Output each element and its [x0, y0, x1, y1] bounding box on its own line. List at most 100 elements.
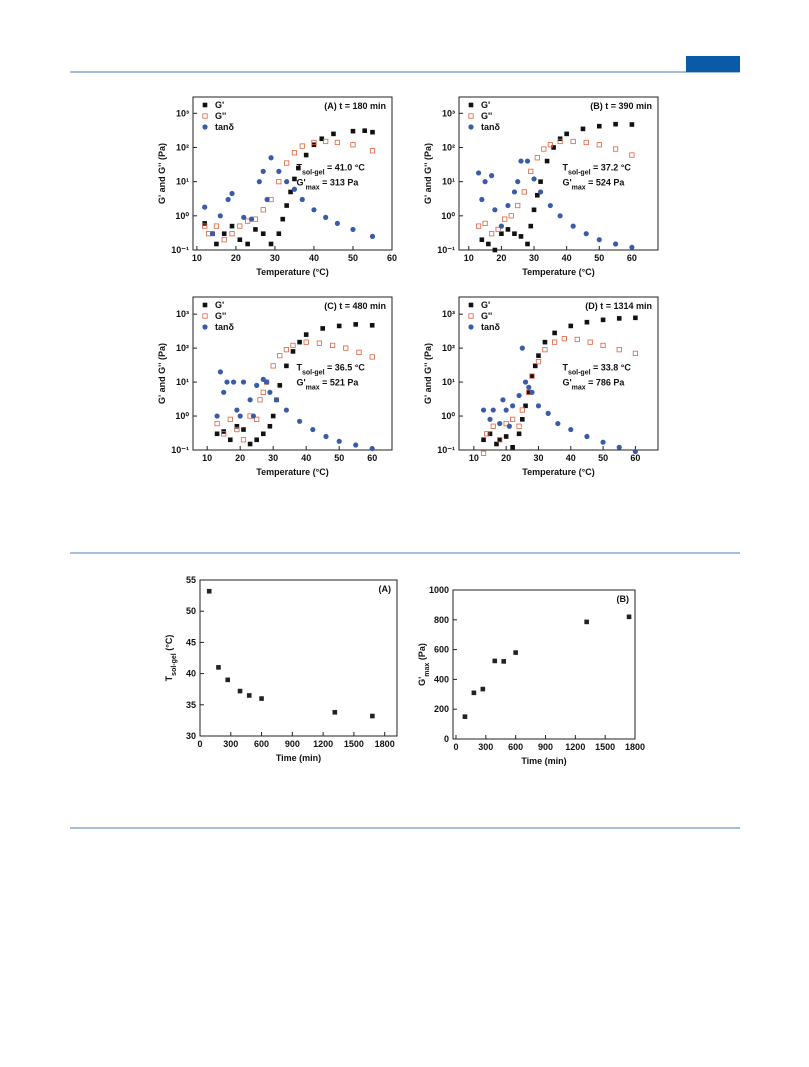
- data-point: [481, 437, 486, 443]
- legend-marker: [468, 102, 474, 108]
- data-point: [316, 340, 322, 346]
- data-point: [518, 234, 524, 239]
- rich-label: Tsol-gel = 37.2 °C: [562, 162, 631, 176]
- data-point: [462, 714, 468, 719]
- rich-label: Tsol-gel = 36.5 °C: [296, 362, 365, 376]
- data-point: [487, 416, 493, 422]
- legend-label: tanδ: [215, 122, 235, 132]
- data-point: [229, 231, 235, 237]
- data-point: [221, 231, 227, 236]
- data-point: [343, 345, 349, 351]
- data-point: [311, 139, 317, 146]
- data-point: [202, 221, 208, 226]
- label-rest: = 313 Pa: [320, 177, 360, 187]
- data-point: [214, 420, 220, 427]
- label-sub: sol-gel: [568, 169, 591, 176]
- plot-frame: [192, 296, 393, 451]
- data-point: [329, 342, 336, 349]
- data-point: [276, 168, 282, 174]
- data-point: [475, 223, 482, 229]
- data-point: [254, 382, 260, 388]
- x-tick-label: 900: [285, 739, 300, 749]
- legend-label: G': [481, 300, 490, 310]
- rich-label: G'max = 786 Pa: [562, 377, 625, 391]
- data-point: [587, 339, 593, 345]
- y-tick-label: 55: [186, 575, 196, 585]
- x-tick-label: 50: [334, 453, 344, 463]
- x-tick-label: 300: [478, 742, 493, 752]
- data-point: [524, 158, 531, 164]
- data-point: [534, 192, 540, 198]
- data-point: [537, 189, 544, 195]
- plot-frame: [199, 579, 398, 737]
- header-tab: [686, 56, 740, 72]
- label-sub: max: [424, 663, 431, 677]
- data-point: [584, 619, 589, 625]
- y-tick-label: 10²: [442, 142, 455, 152]
- y-axis-label: G' and G'' (Pa): [157, 143, 167, 204]
- data-point: [276, 231, 282, 236]
- rich-label: G'max = 521 Pa: [296, 377, 359, 391]
- data-point: [225, 677, 231, 683]
- legend-marker: [468, 324, 474, 330]
- data-point: [497, 420, 503, 427]
- legend-marker: [468, 113, 474, 119]
- y-tick-label: 10⁰: [441, 211, 455, 221]
- data-point: [510, 416, 516, 422]
- data-point: [299, 143, 305, 149]
- data-point: [528, 223, 534, 229]
- y-tick-label: 10²: [176, 343, 189, 353]
- y-axis-label: G' and G'' (Pa): [157, 343, 167, 404]
- data-point: [353, 442, 359, 448]
- data-point: [214, 431, 220, 437]
- label-sub: sol-gel: [171, 653, 178, 676]
- data-point: [510, 445, 515, 450]
- data-point: [492, 658, 498, 664]
- y-tick-label: 10³: [442, 309, 455, 319]
- data-point: [291, 186, 298, 192]
- y-tick-label: 0: [444, 734, 449, 744]
- data-point: [538, 179, 543, 184]
- data-point: [487, 431, 493, 437]
- y-tick-label: 10³: [176, 108, 189, 118]
- data-point: [284, 363, 289, 369]
- label-sub: sol-gel: [568, 369, 591, 376]
- data-point: [519, 407, 525, 413]
- label-rest: = 41.0 °C: [325, 162, 366, 172]
- data-point: [512, 231, 517, 236]
- y-tick-label: 10²: [442, 343, 455, 353]
- data-point: [320, 326, 325, 331]
- y-tick-label: 10⁰: [441, 411, 455, 421]
- x-tick-label: 30: [268, 453, 278, 463]
- x-tick-label: 50: [594, 253, 604, 263]
- rich-label: G'max = 524 Pa: [562, 177, 625, 191]
- panel-label: (A): [379, 584, 392, 594]
- data-point: [584, 433, 590, 440]
- data-point: [276, 179, 282, 185]
- x-tick-label: 1500: [595, 742, 615, 752]
- data-point: [541, 146, 547, 152]
- data-point: [270, 363, 276, 369]
- data-point: [245, 218, 251, 224]
- x-axis-label: Temperature (°C): [522, 267, 594, 277]
- data-point: [311, 207, 317, 213]
- x-tick-label: 60: [630, 453, 640, 463]
- data-point: [259, 696, 264, 701]
- data-point: [247, 441, 253, 447]
- data-point: [248, 216, 255, 222]
- data-point: [513, 650, 518, 655]
- rich-label: Tsol-gel = 33.8 °C: [562, 362, 631, 376]
- data-point: [257, 397, 263, 403]
- plot-frame: [458, 296, 659, 451]
- data-point: [526, 390, 532, 395]
- data-point: [506, 423, 512, 429]
- data-point: [528, 168, 534, 174]
- y-tick-label: 10⁻¹: [171, 245, 189, 255]
- data-point: [270, 413, 276, 419]
- x-axis-label: Temperature (°C): [522, 467, 594, 477]
- x-tick-label: 600: [254, 739, 269, 749]
- y-tick-label: 30: [186, 731, 196, 741]
- data-point: [480, 450, 487, 456]
- data-point: [561, 336, 567, 342]
